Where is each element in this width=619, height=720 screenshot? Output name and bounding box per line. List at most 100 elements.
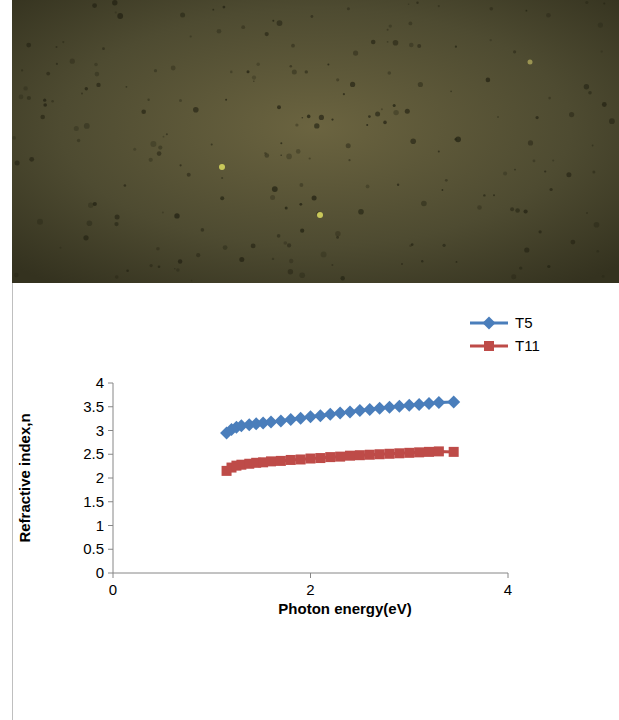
y-tick (108, 478, 113, 479)
speck (287, 243, 291, 247)
speck (552, 160, 554, 162)
data-point (363, 403, 376, 416)
data-point (404, 448, 414, 458)
speck (327, 63, 329, 65)
speck (490, 7, 494, 11)
speck (241, 25, 245, 29)
speck (510, 207, 514, 211)
speck (225, 99, 227, 101)
speck (347, 7, 350, 10)
speck (571, 240, 576, 245)
speck (292, 70, 297, 75)
speck (252, 76, 256, 80)
speck (300, 229, 304, 233)
speck (60, 247, 62, 249)
speck (418, 82, 423, 87)
speck (291, 44, 295, 48)
y-tick-label: 4 (96, 374, 104, 391)
data-point (274, 415, 287, 428)
speck (280, 155, 282, 157)
speck (37, 219, 43, 225)
y-tick-label: 0.5 (83, 540, 104, 557)
speck (300, 183, 304, 187)
speck (201, 228, 205, 232)
y-tick (108, 383, 113, 384)
speck (157, 151, 162, 156)
speck (455, 136, 461, 142)
speck (299, 272, 305, 278)
x-tick-label: 0 (109, 581, 117, 598)
speck (381, 108, 383, 110)
speck (387, 41, 389, 43)
speck (286, 154, 292, 160)
speck (483, 194, 485, 196)
data-point (315, 453, 325, 463)
speck (190, 35, 192, 37)
speck (56, 63, 58, 65)
speck (309, 157, 311, 159)
speck (331, 264, 333, 266)
speck (51, 100, 54, 103)
speck (112, 0, 117, 5)
speck (410, 138, 416, 144)
speck (524, 209, 528, 213)
speck (239, 257, 244, 262)
speck (486, 78, 491, 83)
speck (223, 6, 226, 9)
data-point (324, 408, 337, 421)
speck (592, 171, 595, 174)
data-point (314, 409, 327, 422)
panel-border (12, 283, 13, 720)
speck (253, 80, 255, 82)
speck (438, 5, 440, 7)
speck (174, 213, 179, 218)
speck (598, 23, 603, 28)
x-tick-label: 4 (504, 581, 512, 598)
speck (288, 269, 293, 274)
data-point (447, 396, 460, 409)
speck (56, 46, 58, 48)
data-point (375, 449, 385, 459)
speck (265, 32, 269, 36)
speck (217, 29, 222, 34)
speck (421, 201, 427, 207)
bright-speck (317, 212, 323, 218)
data-point (266, 456, 276, 466)
speck (548, 97, 551, 100)
speck (114, 222, 118, 226)
speck (187, 173, 191, 177)
speck (230, 71, 233, 74)
speck (514, 169, 516, 171)
data-point (286, 455, 296, 465)
speck (180, 164, 182, 166)
data-point (449, 447, 459, 457)
speck (603, 2, 605, 4)
speck (388, 71, 392, 75)
data-point (394, 448, 404, 458)
speck (387, 29, 389, 31)
plot-area (220, 396, 460, 476)
speck (40, 115, 45, 120)
speck (456, 261, 458, 263)
y-tick (108, 525, 113, 526)
speck (353, 51, 358, 56)
speck (335, 231, 340, 236)
speck (375, 112, 380, 117)
data-point (345, 451, 355, 461)
data-point (365, 450, 375, 460)
speck (493, 194, 495, 196)
data-point (424, 447, 434, 457)
speck (285, 207, 288, 210)
speck (95, 72, 100, 77)
speck (289, 259, 293, 263)
speck (602, 275, 605, 278)
speck (46, 72, 50, 76)
speck (524, 247, 529, 252)
speck (124, 184, 127, 187)
y-tick (108, 430, 113, 431)
speck (150, 264, 153, 267)
speck (211, 143, 213, 145)
speck (176, 268, 180, 272)
data-point (284, 413, 297, 426)
y-tick (108, 454, 113, 455)
